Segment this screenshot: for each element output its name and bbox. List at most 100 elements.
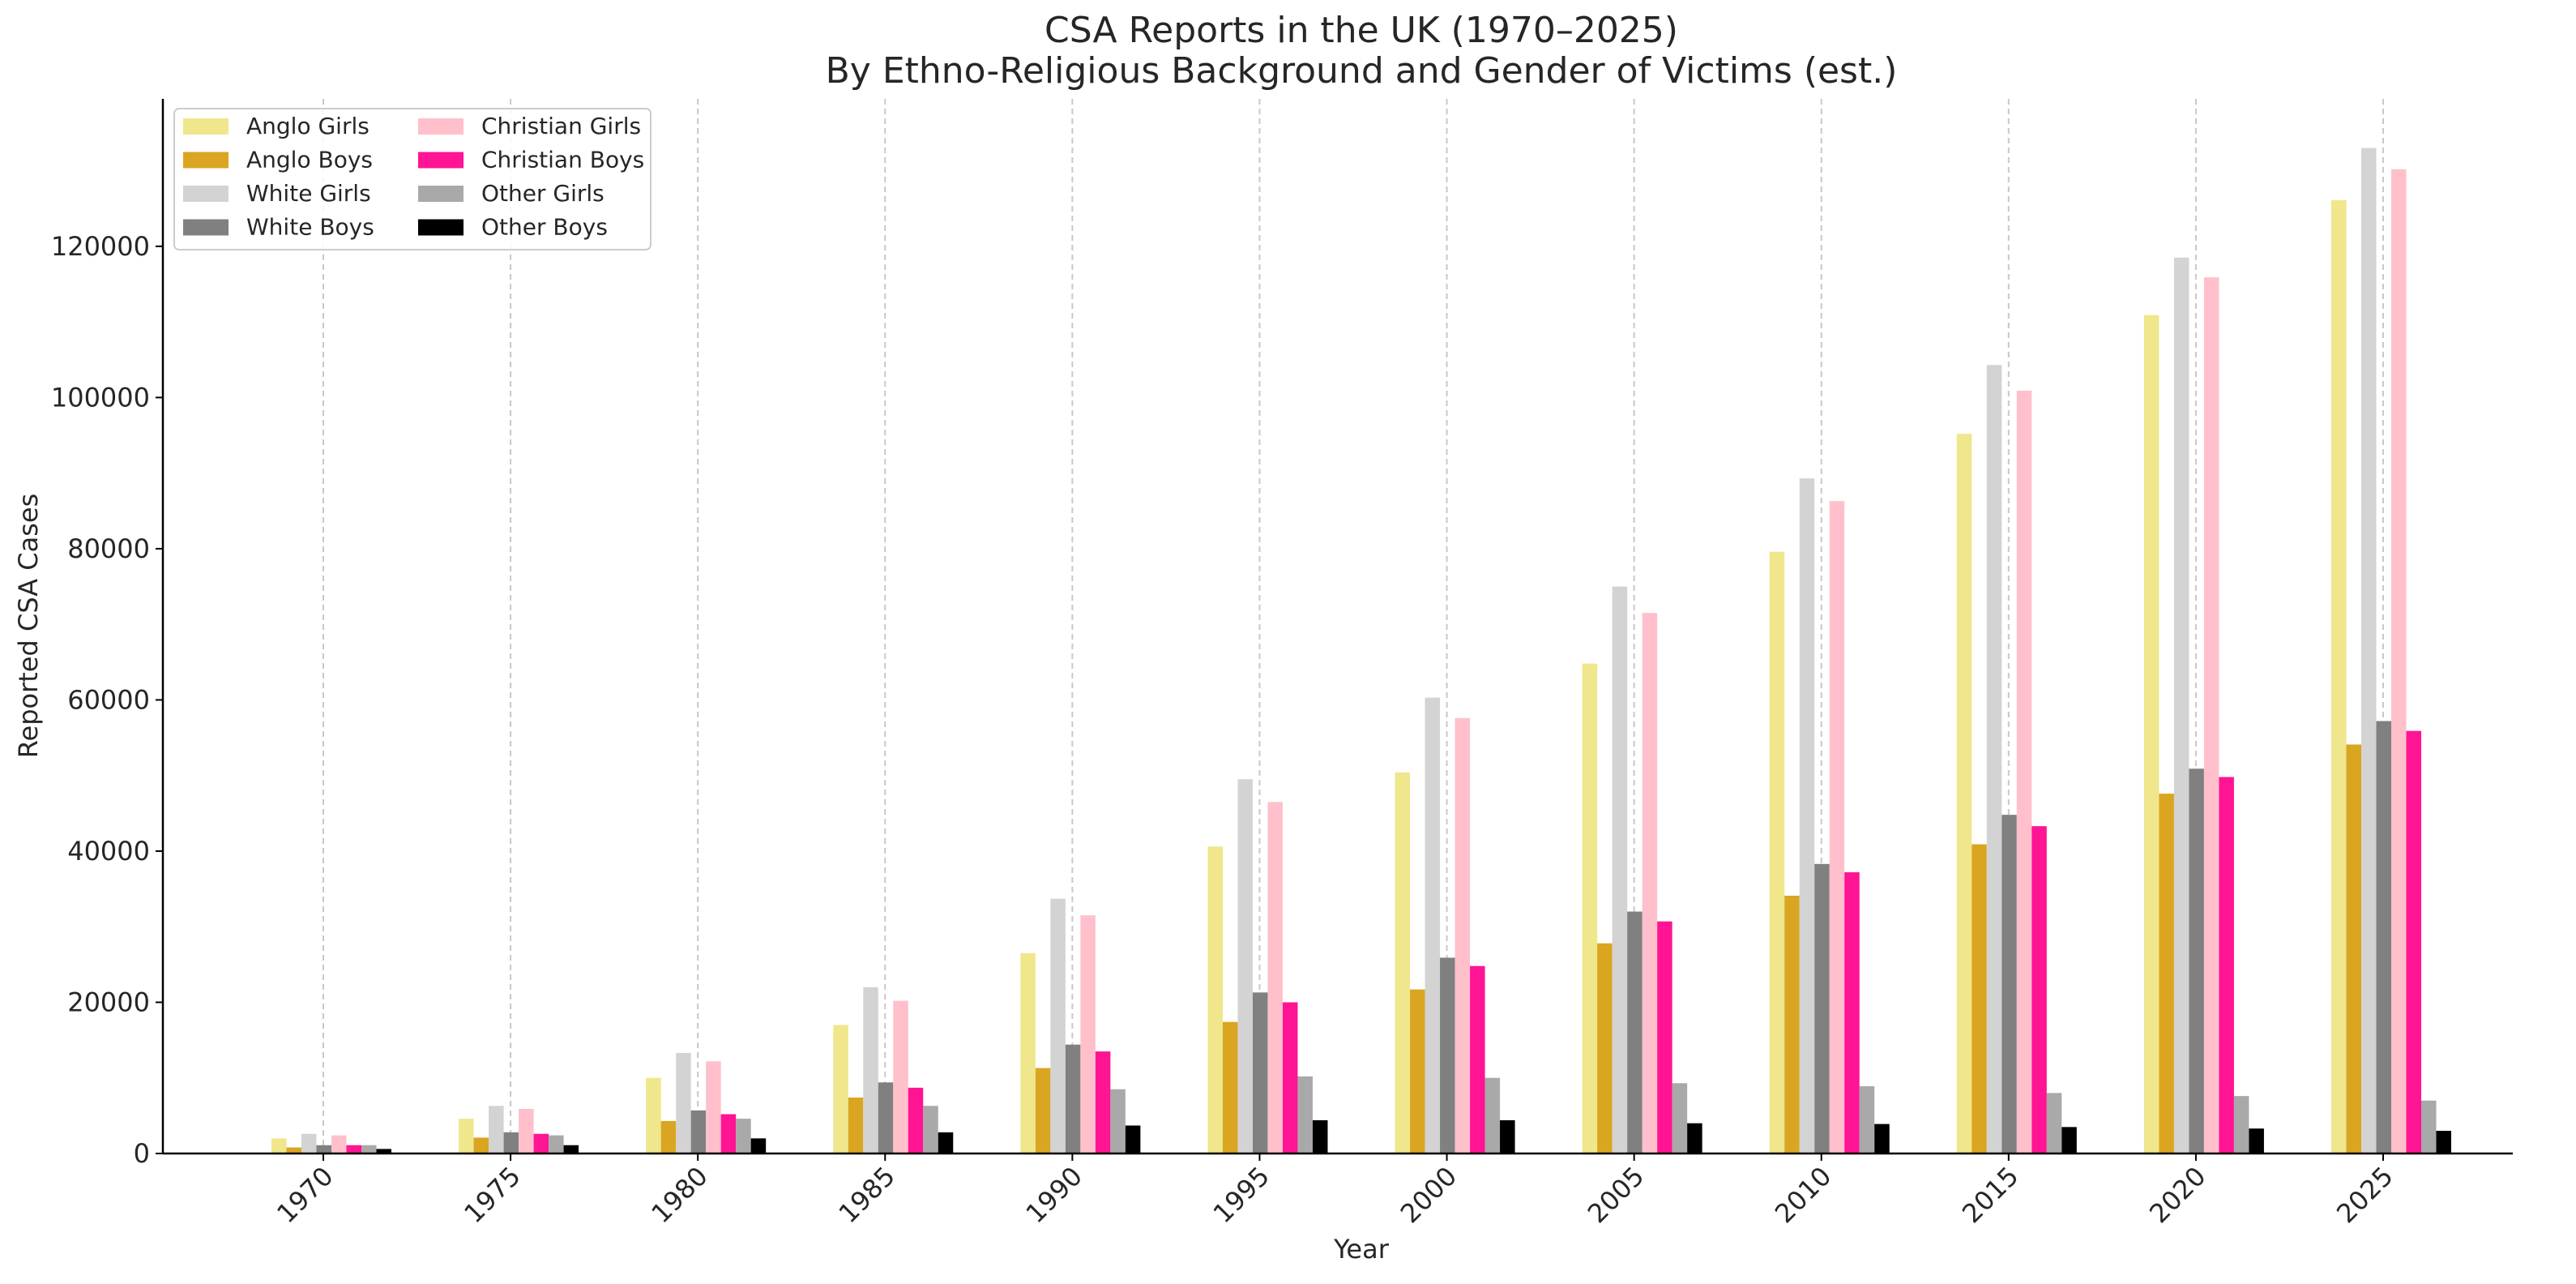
bar-anglo-girls-1970	[271, 1138, 287, 1153]
bars	[271, 148, 2451, 1154]
bar-other-boys-1990	[1125, 1125, 1141, 1153]
bar-other-boys-1970	[376, 1149, 391, 1153]
bar-christian-boys-1985	[908, 1087, 924, 1153]
x-tick-label: 2000	[1395, 1161, 1463, 1229]
bar-other-boys-2010	[1874, 1124, 1890, 1153]
bar-other-boys-2025	[2436, 1131, 2451, 1153]
bar-other-girls-2010	[1859, 1085, 1875, 1153]
bar-anglo-girls-1985	[833, 1025, 848, 1153]
bar-christian-boys-1975	[533, 1133, 549, 1153]
bar-christian-girls-2020	[2203, 277, 2219, 1153]
x-tick-label: 2010	[1769, 1161, 1837, 1229]
y-tick-label: 40000	[67, 836, 150, 867]
x-tick-label: 2005	[1582, 1161, 1650, 1229]
bar-anglo-boys-2025	[2346, 744, 2361, 1153]
legend-swatch	[183, 186, 229, 202]
x-tick-label: 1970	[271, 1161, 339, 1229]
bar-other-girls-2015	[2046, 1093, 2062, 1153]
bar-anglo-boys-2020	[2159, 794, 2174, 1153]
bar-other-boys-1975	[563, 1145, 579, 1153]
bar-christian-girls-2025	[2391, 169, 2407, 1153]
bar-other-boys-1980	[750, 1138, 767, 1153]
bar-anglo-girls-1990	[1020, 952, 1036, 1153]
bar-white-boys-1975	[503, 1132, 519, 1153]
bar-white-girls-1980	[676, 1052, 691, 1153]
bar-christian-girls-2015	[2016, 390, 2032, 1153]
chart-subtitle: By Ethno-Religious Background and Gender…	[826, 50, 1898, 92]
y-tick-label: 120000	[51, 231, 150, 262]
bar-white-boys-2000	[1440, 957, 1455, 1153]
y-tick-label: 0	[134, 1138, 150, 1169]
legend-label: White Boys	[246, 214, 374, 241]
bar-white-boys-1970	[316, 1145, 331, 1153]
bar-white-girls-1975	[489, 1106, 504, 1153]
bar-white-girls-2005	[1612, 586, 1628, 1153]
bar-white-boys-2020	[2189, 768, 2204, 1153]
bar-white-girls-1990	[1050, 898, 1066, 1153]
legend-swatch	[183, 152, 229, 169]
y-tick-label: 80000	[67, 533, 150, 564]
bar-other-boys-1995	[1312, 1119, 1328, 1153]
legend-label: White Girls	[246, 180, 371, 207]
bar-anglo-boys-1980	[660, 1120, 677, 1153]
bar-anglo-boys-2000	[1410, 989, 1425, 1153]
bar-anglo-girls-1975	[459, 1119, 474, 1153]
bar-christian-girls-1985	[893, 1000, 908, 1153]
bar-christian-boys-2010	[1844, 872, 1860, 1153]
bar-anglo-girls-2010	[1769, 551, 1785, 1153]
bar-anglo-boys-1990	[1035, 1068, 1051, 1153]
bar-anglo-girls-2015	[1956, 434, 1972, 1153]
bar-christian-boys-2025	[2406, 730, 2421, 1153]
legend-label: Other Girls	[481, 180, 604, 207]
bar-other-boys-2000	[1500, 1119, 1515, 1153]
legend-swatch	[418, 152, 464, 169]
bar-white-boys-1985	[878, 1082, 894, 1153]
bar-christian-girls-2010	[1829, 501, 1845, 1153]
legend-swatch	[418, 186, 464, 202]
bar-anglo-girls-2020	[2143, 315, 2159, 1154]
bar-anglo-girls-1980	[646, 1077, 661, 1153]
legend-swatch	[183, 118, 229, 135]
bar-christian-girls-1975	[519, 1108, 534, 1153]
legend-label: Christian Boys	[481, 147, 644, 173]
bar-anglo-girls-2025	[2331, 199, 2347, 1154]
bar-anglo-girls-2005	[1582, 663, 1598, 1153]
bar-white-boys-1990	[1065, 1044, 1081, 1153]
bar-christian-boys-1990	[1095, 1051, 1111, 1153]
bar-white-boys-2025	[2376, 721, 2391, 1153]
bar-other-girls-1990	[1110, 1089, 1126, 1153]
bar-christian-boys-1980	[720, 1114, 737, 1153]
bar-white-boys-2010	[1814, 863, 1830, 1153]
legend-label: Christian Girls	[481, 113, 641, 139]
bar-white-girls-2015	[1986, 365, 2002, 1153]
bar-other-boys-2015	[2061, 1127, 2077, 1153]
x-tick-label: 2020	[2143, 1161, 2211, 1229]
bar-christian-girls-1995	[1267, 802, 1283, 1153]
bar-anglo-girls-1995	[1207, 846, 1223, 1153]
y-tick-label: 100000	[51, 382, 150, 413]
bar-white-girls-1970	[301, 1133, 317, 1153]
bar-white-boys-2005	[1627, 911, 1643, 1153]
legend-label: Anglo Girls	[246, 113, 370, 139]
bar-christian-girls-2005	[1642, 613, 1658, 1153]
legend-swatch	[418, 118, 464, 135]
bar-other-girls-1975	[549, 1135, 564, 1153]
bar-other-boys-2005	[1687, 1123, 1702, 1153]
bar-white-boys-1980	[690, 1110, 707, 1153]
bar-anglo-boys-2010	[1784, 895, 1800, 1153]
bar-other-girls-2005	[1672, 1083, 1688, 1153]
grid-lines	[323, 99, 2384, 1153]
bar-other-boys-1985	[938, 1132, 954, 1153]
legend-label: Anglo Boys	[246, 147, 373, 173]
chart-title: CSA Reports in the UK (1970–2025)	[1044, 10, 1678, 51]
legend-label: Other Boys	[481, 214, 608, 241]
x-tick-label: 2025	[2330, 1161, 2399, 1229]
bar-white-girls-1985	[863, 987, 878, 1153]
bar-christian-girls-2000	[1455, 717, 1471, 1153]
bar-other-boys-2020	[2249, 1128, 2264, 1153]
bar-christian-girls-1970	[331, 1135, 347, 1153]
bar-anglo-girls-2000	[1395, 772, 1411, 1153]
legend-swatch	[418, 219, 464, 236]
x-tick-label: 1985	[832, 1161, 900, 1229]
